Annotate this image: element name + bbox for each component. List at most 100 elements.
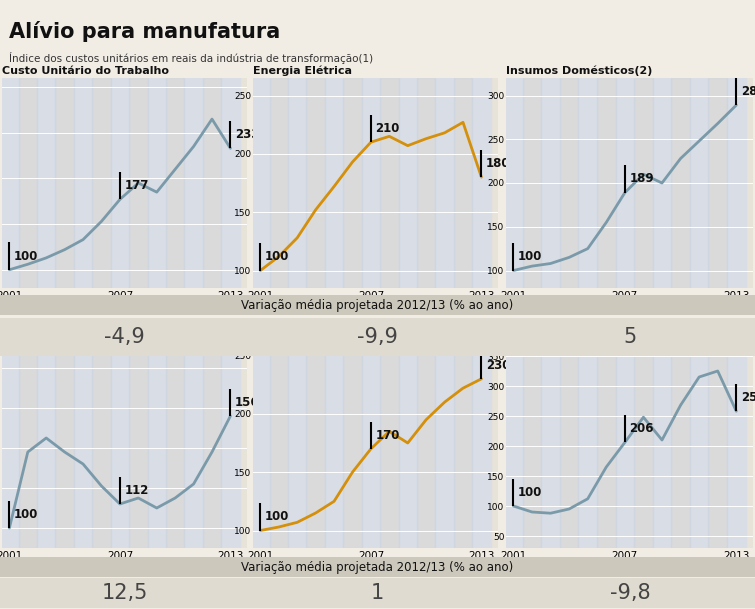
Bar	[221, 78, 239, 288]
Text: 170: 170	[375, 429, 400, 442]
Bar	[522, 78, 541, 288]
Bar	[454, 78, 472, 288]
Text: 189: 189	[630, 172, 654, 186]
Bar	[74, 338, 92, 548]
Bar	[436, 78, 454, 288]
Bar	[504, 338, 522, 548]
Bar	[541, 78, 560, 288]
Bar	[597, 78, 615, 288]
Bar	[251, 338, 270, 548]
Bar	[454, 338, 472, 548]
Bar	[560, 338, 578, 548]
Bar	[727, 338, 746, 548]
Bar	[92, 78, 111, 288]
Text: Índice do Custo Total em US$: Índice do Custo Total em US$	[506, 324, 688, 336]
Text: 210: 210	[375, 122, 400, 135]
Bar	[270, 338, 288, 548]
Text: 100: 100	[518, 250, 542, 263]
Bar	[380, 78, 399, 288]
Bar	[37, 338, 55, 548]
Bar	[380, 338, 399, 548]
Bar	[634, 78, 653, 288]
Bar	[417, 78, 436, 288]
Bar	[288, 338, 307, 548]
Text: 100: 100	[518, 486, 542, 499]
Text: Energia Elétrica: Energia Elétrica	[253, 65, 352, 76]
Text: 233: 233	[235, 128, 260, 141]
Bar	[19, 338, 37, 548]
Bar	[129, 78, 147, 288]
Bar	[0, 78, 19, 288]
Text: 289: 289	[741, 85, 755, 98]
Text: 177: 177	[125, 179, 149, 192]
Bar	[221, 338, 239, 548]
Bar	[504, 78, 522, 288]
Bar	[522, 338, 541, 548]
Bar	[203, 338, 221, 548]
Bar	[129, 338, 147, 548]
Bar	[362, 78, 380, 288]
Bar	[288, 78, 307, 288]
Bar	[270, 78, 288, 288]
Bar	[399, 78, 417, 288]
Text: 12,5: 12,5	[101, 583, 148, 603]
Text: 5: 5	[624, 327, 637, 347]
Bar	[634, 338, 653, 548]
Text: Índice do Custo Total em R$(4): Índice do Custo Total em R$(4)	[253, 324, 445, 336]
Text: 100: 100	[265, 250, 289, 263]
Bar	[111, 78, 129, 288]
Bar	[344, 338, 362, 548]
Bar	[653, 78, 671, 288]
Bar	[307, 78, 325, 288]
Text: Custo Unitário do Trabalho: Custo Unitário do Trabalho	[2, 66, 169, 76]
Text: 180: 180	[486, 157, 510, 170]
Bar	[671, 338, 690, 548]
Bar	[436, 338, 454, 548]
Bar	[92, 338, 111, 548]
Text: -4,9: -4,9	[104, 327, 145, 347]
Bar	[653, 338, 671, 548]
Bar	[399, 338, 417, 548]
Bar	[615, 78, 634, 288]
Bar	[541, 338, 560, 548]
Bar	[472, 338, 491, 548]
Text: Variação média projetada 2012/13 (% ao ano): Variação média projetada 2012/13 (% ao a…	[242, 298, 513, 311]
Text: 258: 258	[741, 391, 755, 404]
Text: Alívio para manufatura: Alívio para manufatura	[9, 21, 280, 42]
Bar	[615, 338, 634, 548]
Bar	[472, 78, 491, 288]
Bar	[37, 78, 55, 288]
Bar	[55, 78, 74, 288]
Bar	[578, 78, 597, 288]
Bar	[690, 78, 708, 288]
Text: 100: 100	[14, 250, 39, 262]
Bar	[111, 338, 129, 548]
Bar	[0, 338, 19, 548]
Text: 112: 112	[125, 484, 149, 497]
Bar	[55, 338, 74, 548]
Bar	[362, 338, 380, 548]
Text: 100: 100	[265, 510, 289, 523]
Bar	[708, 338, 727, 548]
Bar	[417, 338, 436, 548]
Bar	[184, 338, 203, 548]
Bar	[251, 78, 270, 288]
Bar	[147, 338, 166, 548]
Text: 1: 1	[371, 583, 384, 603]
Text: Índice dos custos unitários em reais da indústria de transformação(1): Índice dos custos unitários em reais da …	[9, 52, 373, 64]
Bar	[203, 78, 221, 288]
Text: 230: 230	[486, 359, 510, 371]
Bar	[184, 78, 203, 288]
Text: Insumos Importados(3): Insumos Importados(3)	[2, 326, 147, 336]
Bar	[597, 338, 615, 548]
Bar	[708, 78, 727, 288]
Bar	[727, 78, 746, 288]
Text: -9,8: -9,8	[610, 583, 651, 603]
Bar	[578, 338, 597, 548]
Bar	[74, 78, 92, 288]
Text: 206: 206	[630, 422, 654, 435]
Bar	[166, 338, 184, 548]
Bar	[19, 78, 37, 288]
Bar	[344, 78, 362, 288]
Text: Insumos Domésticos(2): Insumos Domésticos(2)	[506, 65, 652, 76]
